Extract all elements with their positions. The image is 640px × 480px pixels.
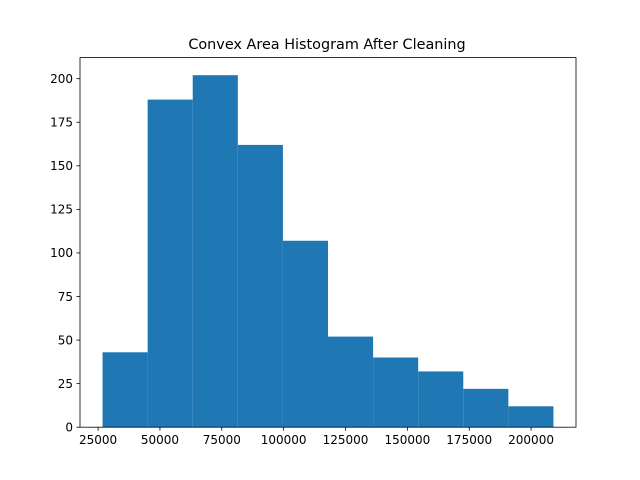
y-tick-label: 175 xyxy=(50,116,73,130)
y-tick-label: 100 xyxy=(50,246,73,260)
x-tick-label: 50000 xyxy=(141,433,179,447)
x-axis: 25000 50000 75000 100000 125000 150000 175000 2… xyxy=(79,427,554,447)
x-tick-label: 175000 xyxy=(446,433,492,447)
histogram-bar xyxy=(237,144,283,428)
histogram-bar xyxy=(147,99,193,428)
y-tick-label: 75 xyxy=(58,290,73,304)
y-tick-label: 0 xyxy=(65,421,73,435)
plot-frame xyxy=(79,57,577,428)
histogram-bar xyxy=(328,336,374,428)
y-tick-label: 25 xyxy=(58,377,73,391)
histogram-bar xyxy=(102,352,148,428)
histogram-bar xyxy=(508,406,554,428)
x-tick-label: 125000 xyxy=(323,433,369,447)
histogram-bar xyxy=(373,357,419,428)
x-tick-label: 25000 xyxy=(79,433,117,447)
histogram-bar xyxy=(418,371,464,428)
x-tick-label: 150000 xyxy=(384,433,430,447)
x-tick-label: 100000 xyxy=(261,433,307,447)
y-axis: 0 25 50 75 100 125 150 175 200 xyxy=(50,72,80,435)
x-tick-label: 200000 xyxy=(508,433,554,447)
y-tick-label: 150 xyxy=(50,159,73,173)
histogram-bar xyxy=(463,388,509,428)
bars xyxy=(102,75,554,428)
y-tick-label: 200 xyxy=(50,72,73,86)
chart-title: Convex Area Histogram After Cleaning xyxy=(188,37,465,53)
x-tick-label: 75000 xyxy=(203,433,241,447)
y-tick-label: 50 xyxy=(58,333,73,347)
histogram-bar xyxy=(192,75,238,428)
histogram-bar xyxy=(282,240,328,428)
y-tick-label: 125 xyxy=(50,203,73,217)
